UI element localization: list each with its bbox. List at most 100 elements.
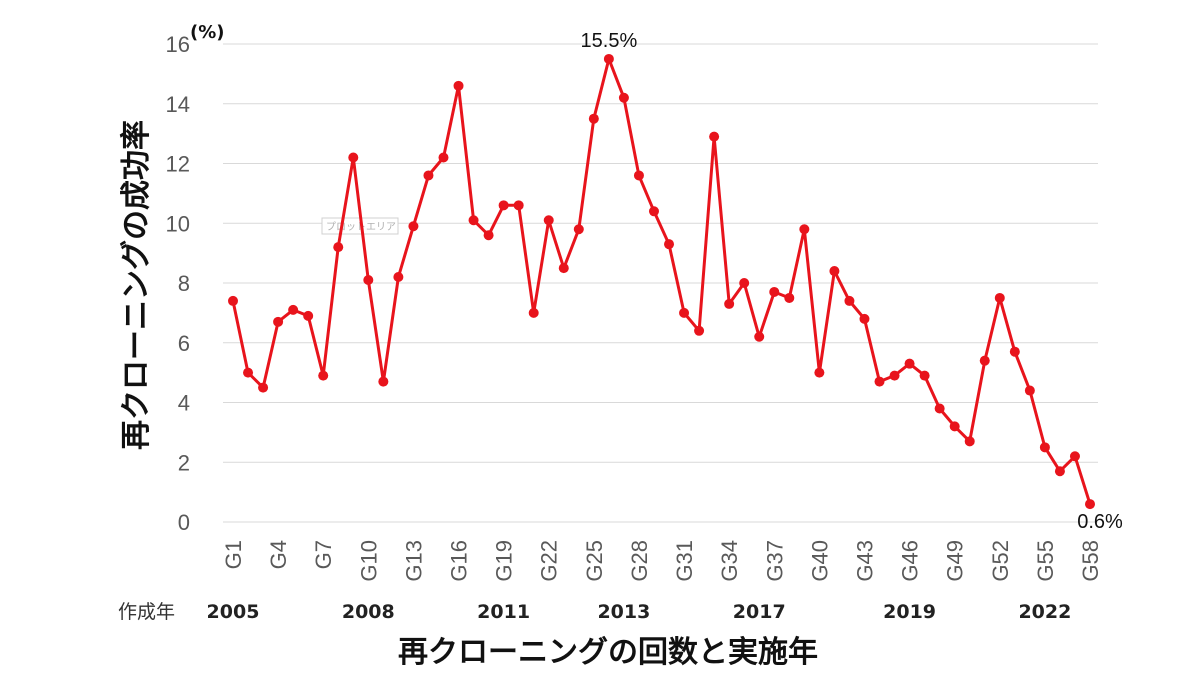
y-tick-label: 16 (166, 32, 190, 57)
x-tick-label: G46 (898, 540, 923, 582)
data-point-G12 (393, 272, 404, 283)
data-point-G46 (904, 358, 915, 369)
x-tick-label: G31 (672, 540, 697, 582)
data-point-G7 (318, 370, 329, 381)
data-point-G18 (483, 230, 494, 241)
x-tick-label: G43 (852, 540, 877, 582)
year-label: 2022 (1018, 601, 1071, 623)
data-point-G43 (859, 313, 870, 324)
x-tick-label: G40 (807, 540, 832, 582)
data-point-G51 (979, 355, 990, 366)
x-tick-label: G16 (447, 540, 472, 582)
year-caption: 作成年 (118, 601, 175, 623)
y-tick-label: 12 (166, 152, 190, 177)
data-point-G37 (769, 286, 780, 297)
data-point-G5 (288, 304, 299, 315)
data-point-G33 (709, 131, 720, 142)
data-point-G13 (408, 221, 419, 232)
data-point-G57 (1069, 451, 1080, 462)
data-point-G26 (603, 53, 614, 64)
y-tick-label: 10 (166, 211, 190, 236)
y-tick-label: 4 (178, 391, 190, 416)
data-point-G58 (1085, 499, 1095, 510)
data-point-G19 (498, 200, 509, 211)
data-point-G56 (1054, 466, 1065, 477)
data-point-G21 (528, 307, 539, 318)
data-point-G54 (1024, 385, 1035, 396)
data-point-G29 (648, 206, 659, 217)
data-point-G32 (694, 325, 705, 336)
data-point-G11 (378, 376, 389, 387)
series-success-rate (228, 53, 1095, 510)
data-point-G2 (243, 367, 254, 378)
year-label: 2019 (883, 601, 936, 623)
y-tick-label: 8 (178, 271, 190, 296)
gridlines (223, 43, 1098, 523)
data-point-G15 (438, 152, 449, 163)
data-point-G16 (453, 80, 464, 91)
x-tick-label: G22 (537, 540, 562, 582)
year-label: 2008 (342, 601, 395, 623)
data-point-G3 (258, 382, 269, 393)
year-labels: 2005 2008 2011 2013 2017 2019 2022 (207, 601, 1072, 623)
year-label: 2017 (733, 601, 786, 623)
data-point-G8 (333, 242, 344, 253)
data-point-G40 (814, 367, 825, 378)
y-tick-label: 14 (166, 92, 190, 117)
data-point-G6 (303, 310, 314, 321)
data-point-G27 (618, 92, 629, 103)
x-tick-label: G10 (356, 540, 381, 582)
x-tick-label: G55 (1033, 540, 1058, 582)
data-point-G22 (543, 215, 554, 226)
series-line (231, 57, 1092, 505)
x-tick-label: G25 (582, 540, 607, 582)
data-point-G25 (588, 113, 599, 124)
data-point-G20 (513, 200, 524, 211)
data-point-G42 (844, 295, 855, 306)
data-point-G1 (228, 295, 238, 306)
y-tick-label: 2 (178, 450, 190, 475)
data-point-G30 (664, 239, 675, 250)
data-label: 0.6% (1077, 511, 1123, 533)
data-point-G38 (784, 292, 795, 303)
x-tick-label: G19 (492, 540, 517, 582)
y-tick-labels: 0 2 4 6 8 10 12 14 16 (166, 32, 190, 535)
x-tick-label: G58 (1078, 540, 1103, 582)
data-point-G48 (934, 403, 945, 414)
x-tick-label: G13 (401, 540, 426, 582)
x-tick-label: G34 (717, 540, 742, 582)
data-point-G35 (739, 278, 750, 288)
data-point-G36 (754, 331, 765, 342)
data-annotations: 15.5% 0.6% (581, 30, 1123, 533)
data-point-G31 (679, 307, 690, 318)
data-point-G34 (724, 298, 735, 309)
x-tick-label: G28 (627, 540, 652, 582)
data-point-G4 (273, 316, 284, 327)
x-tick-label: G52 (988, 540, 1013, 582)
year-label: 2011 (477, 601, 530, 623)
data-point-G17 (468, 215, 479, 226)
data-point-G9 (348, 152, 359, 163)
x-tick-label: G1 (221, 540, 246, 569)
data-point-G23 (558, 263, 569, 274)
x-tick-label: G7 (311, 540, 336, 569)
data-point-G47 (919, 370, 930, 381)
data-point-G53 (1009, 346, 1020, 357)
data-point-G45 (889, 370, 900, 381)
data-point-G52 (994, 292, 1005, 303)
data-point-G39 (799, 224, 810, 235)
year-label: 2013 (597, 601, 650, 623)
x-tick-label: G4 (266, 540, 291, 569)
data-point-G14 (423, 170, 434, 181)
data-point-G44 (874, 376, 885, 387)
x-axis-title: 再クローニングの回数と実施年 (398, 635, 818, 670)
x-tick-label: G49 (943, 540, 968, 582)
x-tick-labels: G1 G4 G7 G10 G13 G16 G19 G22 G25 G28 G31 G34 G37 G40 G… (221, 540, 1103, 582)
data-point-G28 (633, 170, 644, 181)
data-point-G49 (949, 421, 960, 432)
year-label: 2005 (207, 601, 260, 623)
data-point-G10 (363, 275, 374, 286)
y-tick-label: 6 (178, 331, 190, 356)
y-tick-label: 0 (178, 510, 190, 535)
